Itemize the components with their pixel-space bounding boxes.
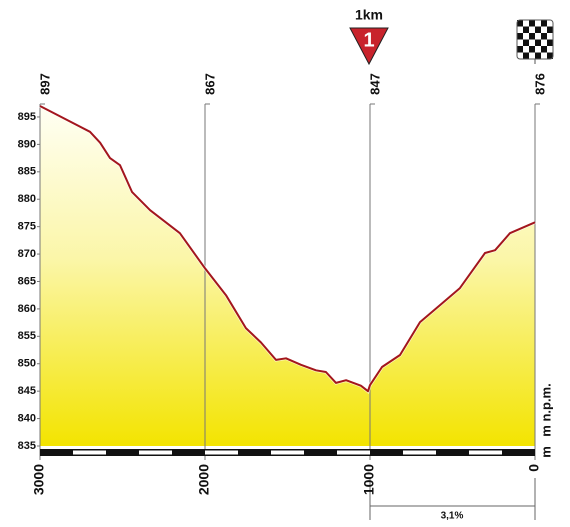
flag-square: [541, 46, 547, 53]
flag-square: [517, 52, 523, 59]
flag-square: [523, 52, 529, 59]
x-tick-label: 2000: [196, 464, 212, 495]
flag-square: [529, 46, 535, 53]
x-tick-label: 1000: [361, 464, 377, 495]
flag-square: [547, 52, 553, 59]
x-tick-label: 3000: [31, 464, 47, 495]
flag-square: [535, 33, 541, 40]
marker-label: 1: [363, 29, 374, 51]
y-tick-label: 880: [18, 193, 36, 205]
flag-square: [523, 33, 529, 40]
flag-square: [547, 33, 553, 40]
distance-bar-gap: [337, 450, 370, 455]
y-unit: m: [538, 446, 553, 458]
flag-square: [547, 46, 553, 53]
flag-square: [529, 39, 535, 46]
y-tick-label: 835: [18, 440, 36, 452]
y-tick-label: 845: [18, 385, 36, 397]
flag-square: [523, 39, 529, 46]
flag-square: [529, 20, 535, 27]
y-tick-label: 850: [18, 358, 36, 370]
flag-square: [523, 20, 529, 27]
flag-square: [529, 33, 535, 40]
flag-square: [535, 46, 541, 53]
distance-bar-gap: [271, 450, 304, 455]
y-tick-label: 865: [18, 275, 36, 287]
flag-square: [517, 26, 523, 33]
y-tick-label: 860: [18, 303, 36, 315]
flag-square: [523, 26, 529, 33]
distance-bar-gap: [139, 450, 172, 455]
flag-square: [541, 20, 547, 27]
flag-square: [541, 26, 547, 33]
flag-square: [547, 39, 553, 46]
flag-square: [535, 39, 541, 46]
x-tick-label: 0: [526, 464, 542, 472]
flag-square: [517, 39, 523, 46]
y-tick-label: 875: [18, 221, 36, 233]
y-axis-label: m n.p.m.: [538, 383, 553, 436]
y-tick-label: 895: [18, 111, 36, 123]
y-tick-label: 840: [18, 412, 36, 424]
flag-square: [535, 20, 541, 27]
y-tick-label: 855: [18, 330, 36, 342]
checkpoint-label: 897: [37, 73, 52, 95]
y-tick-label: 890: [18, 138, 36, 150]
checkpoint-label: 876: [532, 73, 547, 95]
flag-square: [535, 52, 541, 59]
flag-square: [547, 20, 553, 27]
flag-square: [541, 52, 547, 59]
y-tick-label: 885: [18, 166, 36, 178]
flag-square: [547, 26, 553, 33]
distance-bar-gap: [403, 450, 436, 455]
profile-line: [39, 105, 536, 393]
flag-square: [517, 33, 523, 40]
area: [40, 106, 535, 446]
distance-bar-gap: [469, 450, 502, 455]
gradient-label: 3,1%: [441, 511, 464, 522]
finish-flag: [516, 19, 554, 64]
flag-square: [523, 46, 529, 53]
checkpoint-label: 847: [367, 73, 382, 95]
flag-square: [535, 26, 541, 33]
flag-square: [517, 46, 523, 53]
y-tick-label: 870: [18, 248, 36, 260]
flag-square: [517, 20, 523, 27]
flag-square: [541, 33, 547, 40]
flag-square: [529, 52, 535, 59]
distance-bar-gap: [73, 450, 106, 455]
checkpoint-label: 867: [202, 73, 217, 95]
distance-bar-gap: [205, 450, 238, 455]
flag-square: [541, 39, 547, 46]
km-marker: [349, 27, 389, 66]
flag-square: [529, 26, 535, 33]
marker-title: 1km: [355, 7, 383, 23]
